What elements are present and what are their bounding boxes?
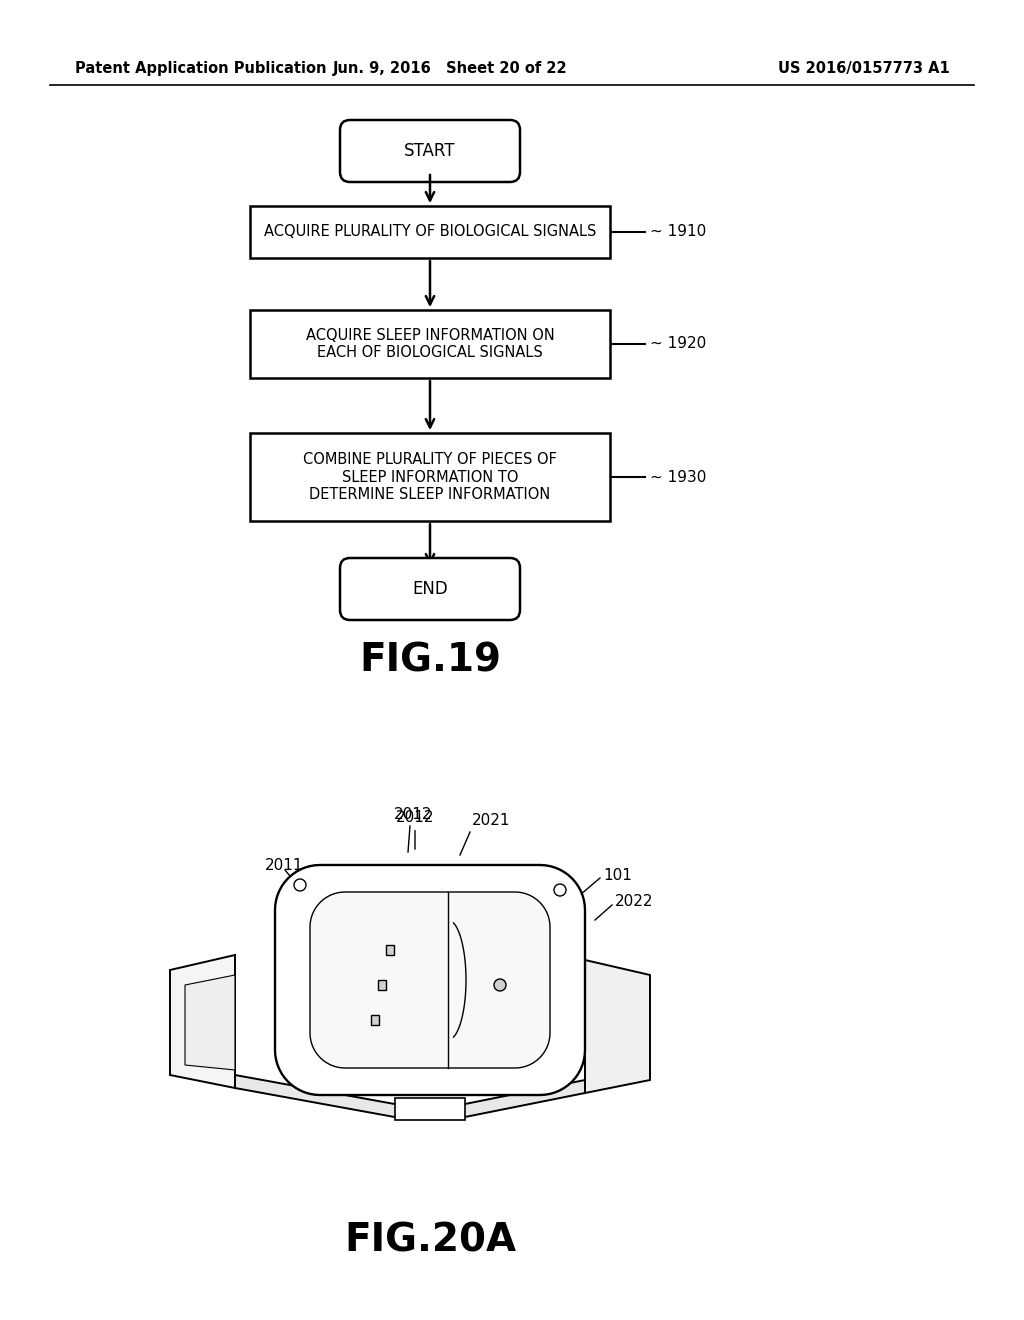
Polygon shape — [170, 954, 234, 1088]
Polygon shape — [185, 975, 234, 1071]
Text: FIG.20A: FIG.20A — [344, 1221, 516, 1259]
Text: Jun. 9, 2016   Sheet 20 of 22: Jun. 9, 2016 Sheet 20 of 22 — [333, 61, 567, 75]
Text: START: START — [404, 143, 456, 160]
Text: 2011: 2011 — [265, 858, 303, 874]
Polygon shape — [234, 1074, 585, 1118]
Text: ACQUIRE PLURALITY OF BIOLOGICAL SIGNALS: ACQUIRE PLURALITY OF BIOLOGICAL SIGNALS — [264, 224, 596, 239]
FancyBboxPatch shape — [371, 1015, 379, 1026]
Text: 2022: 2022 — [615, 895, 653, 909]
Text: FIG.19: FIG.19 — [359, 642, 501, 678]
FancyBboxPatch shape — [250, 433, 610, 521]
FancyBboxPatch shape — [250, 206, 610, 257]
Polygon shape — [585, 960, 650, 1093]
Text: 2012: 2012 — [394, 807, 432, 822]
FancyBboxPatch shape — [340, 558, 520, 620]
Text: ~ 1920: ~ 1920 — [650, 337, 707, 351]
Text: ~ 1910: ~ 1910 — [650, 224, 707, 239]
FancyBboxPatch shape — [386, 945, 394, 954]
Text: 2021: 2021 — [472, 813, 511, 828]
Text: US 2016/0157773 A1: US 2016/0157773 A1 — [778, 61, 950, 75]
FancyBboxPatch shape — [395, 1098, 465, 1119]
Text: 2012: 2012 — [395, 810, 434, 849]
FancyBboxPatch shape — [250, 310, 610, 378]
Text: 101: 101 — [603, 867, 632, 883]
Polygon shape — [275, 865, 585, 1096]
FancyBboxPatch shape — [378, 979, 386, 990]
Text: END: END — [412, 579, 447, 598]
Polygon shape — [310, 892, 550, 1068]
FancyBboxPatch shape — [340, 120, 520, 182]
Text: ~ 1930: ~ 1930 — [650, 470, 707, 484]
Text: ACQUIRE SLEEP INFORMATION ON
EACH OF BIOLOGICAL SIGNALS: ACQUIRE SLEEP INFORMATION ON EACH OF BIO… — [305, 327, 554, 360]
Text: COMBINE PLURALITY OF PIECES OF
SLEEP INFORMATION TO
DETERMINE SLEEP INFORMATION: COMBINE PLURALITY OF PIECES OF SLEEP INF… — [303, 451, 557, 502]
Circle shape — [494, 979, 506, 991]
Text: Patent Application Publication: Patent Application Publication — [75, 61, 327, 75]
